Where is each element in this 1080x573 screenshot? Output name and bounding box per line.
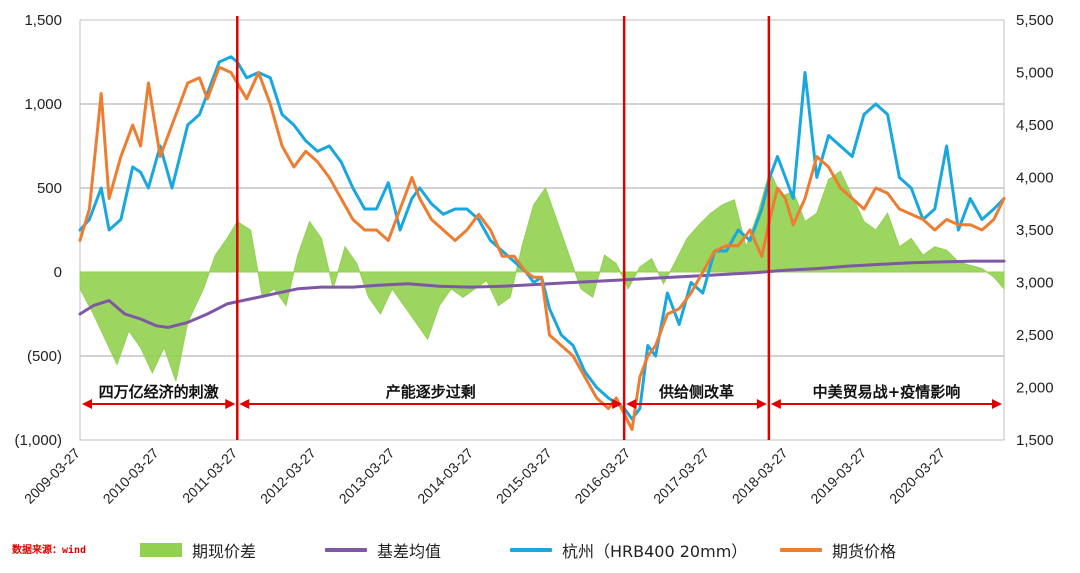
x-tick-label: 2017-03-27: [650, 445, 712, 507]
x-tick-label: 2019-03-27: [807, 445, 869, 507]
legend-item-basis-mean: 基差均值: [325, 537, 441, 563]
y-right-tick-label: 2,000: [1016, 380, 1054, 397]
y-left-tick-label: 1,500: [24, 12, 62, 29]
y-right-tick-label: 4,000: [1016, 170, 1054, 187]
annotation-bg: [381, 381, 480, 401]
legend-label: 基差均值: [377, 542, 442, 561]
legend-label: 期现价差: [192, 542, 257, 561]
x-tick-label: 2012-03-27: [257, 445, 319, 507]
x-tick-label: 2018-03-27: [729, 445, 791, 507]
annotation-bg: [655, 381, 739, 401]
y-left-tick-label: 1,000: [24, 96, 62, 113]
annotation-label: 产能逐步过剩: [386, 383, 476, 401]
series-futures-line: [78, 65, 1006, 431]
series-basis-mean-line: [78, 259, 1006, 329]
arrow-head-right: [612, 399, 623, 409]
arrow-head-left: [239, 399, 250, 409]
period-dividers: [236, 16, 771, 440]
annotation-label: 中美贸易战+疫情影响: [813, 383, 961, 401]
x-tick-label: 2011-03-27: [179, 445, 240, 506]
x-tick-label: 2020-03-27: [886, 445, 948, 507]
legend-item-spread: 期现价差: [140, 537, 256, 563]
legend-swatch: [325, 548, 367, 552]
legend-label: 期货价格: [832, 542, 897, 561]
y-left-tick-label: 500: [37, 180, 62, 197]
annotation-label: 四万亿经济的刺激: [99, 383, 220, 401]
series-spread-area: [79, 169, 1005, 384]
legend-swatch: [510, 548, 552, 552]
x-tick-label: 2016-03-27: [571, 445, 633, 507]
legend: 期现价差 基差均值 杭州（HRB400 20mm） 期货价格: [140, 537, 1070, 567]
y-right-tick-label: 4,500: [1016, 117, 1054, 134]
arrow-head-left: [770, 399, 781, 409]
annotations: 四万亿经济的刺激 产能逐步过剩 供给侧改革 中美贸易战+疫情影响: [82, 381, 1002, 409]
y-right-tick-label: 3,500: [1016, 222, 1054, 239]
legend-item-futures: 期货价格: [780, 537, 896, 563]
series-layer: [78, 55, 1006, 431]
legend-item-hangzhou: 杭州（HRB400 20mm）: [510, 537, 747, 563]
annotation-bg: [807, 381, 966, 401]
y-left-tick-label: (500): [27, 348, 62, 365]
x-tick-label: 2014-03-27: [414, 445, 476, 507]
y-right-tick-label: 5,000: [1016, 65, 1054, 82]
y-right-tick-label: 1,500: [1016, 432, 1054, 449]
x-tick-label: 2015-03-27: [493, 445, 555, 507]
x-tick-label: 2010-03-27: [100, 445, 162, 507]
y-right-tick-label: 2,500: [1016, 327, 1054, 344]
x-tick-label: 2013-03-27: [336, 445, 398, 507]
arrow-head-right: [225, 399, 236, 409]
arrow-head-right: [756, 399, 767, 409]
legend-swatch: [140, 543, 182, 557]
y-left-tick-label: (1,000): [14, 432, 62, 449]
legend-swatch: [780, 548, 822, 552]
source-note: 数据来源：wind: [12, 545, 87, 556]
y-right-tick-label: 5,500: [1016, 12, 1054, 29]
annotation-bg: [94, 381, 223, 401]
legend-label: 杭州（HRB400 20mm）: [562, 542, 748, 561]
annotation-label: 供给侧改革: [658, 383, 734, 401]
arrow-head-left: [626, 399, 637, 409]
arrow-head-left: [82, 399, 92, 409]
y-right-tick-label: 3,000: [1016, 275, 1054, 292]
y-left-tick-label: 0: [54, 264, 62, 281]
x-tick-label: 2009-03-27: [21, 445, 83, 507]
arrow-head-right: [992, 399, 1002, 409]
